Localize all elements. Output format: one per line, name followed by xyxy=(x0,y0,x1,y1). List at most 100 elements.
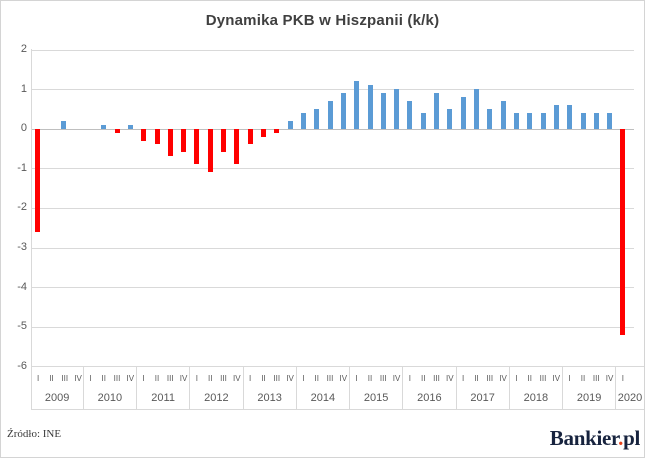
bar-2017-III xyxy=(487,108,493,129)
source-note: Źródło: INE xyxy=(7,428,62,440)
x-axis-quarter-label-2017-IV: IV xyxy=(499,374,507,384)
x-axis-quarter-label-2011-I: I xyxy=(142,374,145,384)
bar-2010-IV xyxy=(127,124,133,129)
gridline--2 xyxy=(31,207,634,209)
x-axis-year-label-2015: 2015 xyxy=(363,392,389,405)
gridline--5 xyxy=(31,326,634,328)
gridline--1 xyxy=(31,168,634,170)
bar-2017-I xyxy=(460,97,466,129)
bar-2011-II xyxy=(154,128,160,145)
y-axis-label--1: -1 xyxy=(17,161,27,174)
x-axis-year-label-2016: 2016 xyxy=(417,392,442,405)
x-axis-quarter-label-2019-III: III xyxy=(592,374,600,384)
gridline--4 xyxy=(31,287,634,289)
bar-2009-III xyxy=(61,120,67,129)
bar-2014-II xyxy=(314,108,320,129)
x-axis-quarter-label-2013-I: I xyxy=(249,374,252,384)
bankier-logo: Bankier.pl xyxy=(550,426,641,451)
bar-2013-II xyxy=(261,128,266,137)
gridline-1 xyxy=(31,89,634,91)
x-axis-quarter-label-2020-I: I xyxy=(621,374,625,384)
bar-2018-IV xyxy=(553,104,559,129)
x-axis-quarter-label-2016-IV: IV xyxy=(446,374,454,384)
y-axis-label--6: -6 xyxy=(17,359,27,372)
bar-2012-III xyxy=(221,128,227,153)
bar-2015-III xyxy=(380,93,386,129)
x-axis-quarter-label-2019-IV: IV xyxy=(605,374,614,384)
x-axis-quarter-label-2013-III: III xyxy=(273,374,281,384)
x-axis-quarter-label-2016-I: I xyxy=(408,374,412,384)
bar-2019-II xyxy=(580,112,586,129)
x-axis-quarter-label-2011-IV: IV xyxy=(179,374,188,384)
bankier-logo-dot: . xyxy=(618,426,624,450)
x-axis-year-cell-2014: I II III IV 2014 xyxy=(297,367,350,410)
bar-2014-IV xyxy=(340,93,346,129)
x-axis-year-label-2012: 2012 xyxy=(204,392,229,405)
bar-2013-I xyxy=(247,128,253,145)
x-axis-quarter-label-2017-III: III xyxy=(486,374,494,384)
bar-2019-IV xyxy=(607,112,613,129)
y-axis-label--4: -4 xyxy=(17,280,27,293)
quarter-labels-row: I II III IV xyxy=(32,367,83,387)
x-axis-quarter-label-2010-I: I xyxy=(89,374,92,384)
bar-2020-I xyxy=(620,128,626,335)
x-axis-year-label-2013: 2013 xyxy=(257,392,282,405)
bar-2013-IV xyxy=(287,120,293,129)
bar-2017-II xyxy=(474,89,479,129)
bar-2019-I xyxy=(567,104,573,129)
x-axis-year-label-2011: 2011 xyxy=(151,392,175,405)
bar-2011-III xyxy=(167,128,173,157)
x-axis-year-cell-2010: I II III IV 2010 xyxy=(84,367,137,410)
chart-title: Dynamika PKB w Hiszpanii (k/k) xyxy=(205,12,440,29)
x-axis-year-label-2019: 2019 xyxy=(576,392,602,405)
x-axis-year-label-2020: 2020 xyxy=(617,392,643,405)
x-axis-quarter-label-2015-IV: IV xyxy=(392,374,401,384)
quarter-labels-row: I II III IV xyxy=(137,367,189,387)
quarter-labels-row: I II III IV xyxy=(84,367,136,387)
x-axis-quarter-label-2017-I: I xyxy=(462,374,465,384)
bar-2016-II xyxy=(420,112,426,129)
quarter-labels-row: I II III IV xyxy=(403,367,455,387)
y-axis-label--5: -5 xyxy=(17,320,27,333)
gridline-2 xyxy=(31,49,634,51)
x-axis-quarter-label-2012-I: I xyxy=(195,374,199,384)
bar-2010-II xyxy=(101,124,107,129)
x-axis-quarter-label-2009-III: III xyxy=(61,374,69,384)
x-axis-quarter-label-2015-I: I xyxy=(355,374,358,384)
x-axis-quarter-label-2016-III: III xyxy=(433,374,440,384)
x-axis-band: I II III IV 2009 I II III IV 2010 I II III IV 2011 I II I… xyxy=(30,366,644,411)
x-axis-year-cell-2009: I II III IV 2009 xyxy=(30,367,84,410)
bar-2014-I xyxy=(300,112,306,129)
x-axis-quarter-label-2014-I: I xyxy=(302,374,305,384)
x-axis-year-cell-2015: I II III IV 2015 xyxy=(350,367,404,410)
x-axis-year-label-2014: 2014 xyxy=(310,392,336,405)
x-axis-quarter-label-2011-III: III xyxy=(166,374,174,384)
x-axis-quarter-label-2015-II: II xyxy=(367,374,373,384)
bar-2018-II xyxy=(527,112,533,129)
x-axis-quarter-label-2009-I: I xyxy=(37,374,40,384)
quarter-labels-row: I II III IV xyxy=(350,367,402,387)
quarter-labels-row: I II III IV xyxy=(190,367,242,387)
bar-2011-I xyxy=(141,128,147,141)
y-axis-label-1: 1 xyxy=(20,82,27,95)
quarter-labels-row: I xyxy=(616,367,644,387)
x-axis-quarter-label-2014-II: II xyxy=(314,374,319,384)
bar-2016-III xyxy=(434,93,440,129)
x-axis-quarter-label-2019-I: I xyxy=(568,374,571,384)
x-axis-quarter-label-2012-III: III xyxy=(220,374,227,384)
gridline--3 xyxy=(31,247,634,249)
x-axis-quarter-label-2016-II: II xyxy=(420,374,426,384)
x-axis-quarter-label-2014-III: III xyxy=(326,374,334,384)
x-axis-quarter-label-2009-IV: IV xyxy=(74,374,82,384)
bankier-logo-suffix: pl xyxy=(623,426,640,450)
bar-2018-III xyxy=(540,112,546,129)
bar-2019-III xyxy=(593,112,599,129)
bar-2009-I xyxy=(34,128,40,232)
x-axis-year-cell-2011: I II III IV 2011 xyxy=(137,367,191,410)
x-axis-quarter-label-2015-III: III xyxy=(379,374,387,384)
x-axis-quarter-label-2010-III: III xyxy=(113,374,121,384)
bar-2013-III xyxy=(274,128,280,133)
bar-2011-IV xyxy=(181,128,187,153)
bar-2015-IV xyxy=(394,89,400,129)
